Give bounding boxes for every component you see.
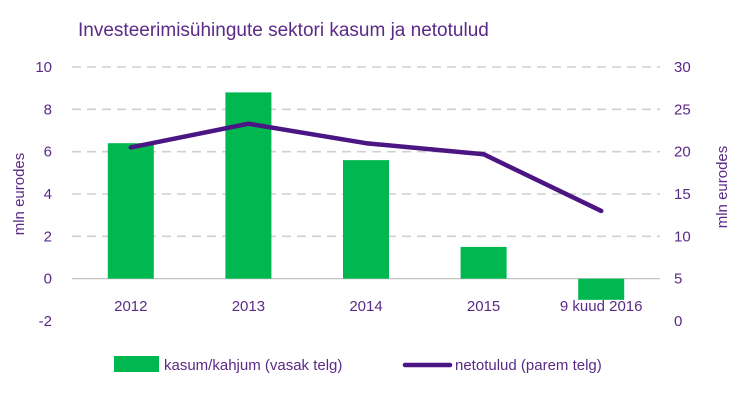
line-point	[128, 145, 133, 150]
left-tick-label: 8	[44, 101, 52, 118]
right-tick-label: 15	[674, 186, 691, 203]
left-tick-label: -2	[39, 313, 52, 330]
bar	[343, 160, 389, 279]
bar	[107, 143, 154, 279]
right-tick-label: 0	[674, 313, 682, 330]
left-tick-label: 10	[35, 59, 52, 76]
right-tick-label: 5	[674, 271, 682, 288]
line-point	[599, 208, 604, 213]
category-label: 2015	[467, 298, 500, 315]
chart-title: Investeerimisühingute sektori kasum ja n…	[78, 20, 489, 41]
left-tick-label: 4	[44, 186, 52, 203]
right-tick-label: 20	[674, 144, 691, 161]
right-tick-label: 30	[674, 59, 691, 76]
bar	[460, 246, 507, 279]
category-label: 9 kuud 2016	[560, 298, 643, 315]
line-point	[364, 141, 368, 146]
category-label: 2014	[349, 298, 382, 315]
right-tick-label: 25	[674, 101, 691, 118]
line-point	[246, 121, 251, 126]
line-point	[481, 152, 486, 157]
bar	[225, 92, 272, 279]
legend-label-bar: kasum/kahjum (vasak telg)	[164, 357, 342, 374]
bar	[578, 278, 625, 300]
left-tick-label: 2	[44, 228, 52, 245]
right-tick-label: 10	[674, 228, 691, 245]
left-tick-label: 0	[44, 271, 52, 288]
category-label: 2013	[232, 298, 265, 315]
left-axis-title: mln eurodes	[11, 153, 28, 236]
category-label: 2012	[114, 298, 147, 315]
right-axis-title: mln eurodes	[714, 146, 731, 229]
legend-label-line: netotulud (parem telg)	[455, 357, 602, 374]
left-tick-label: 6	[44, 144, 52, 161]
legend-swatch-bar	[114, 356, 159, 372]
